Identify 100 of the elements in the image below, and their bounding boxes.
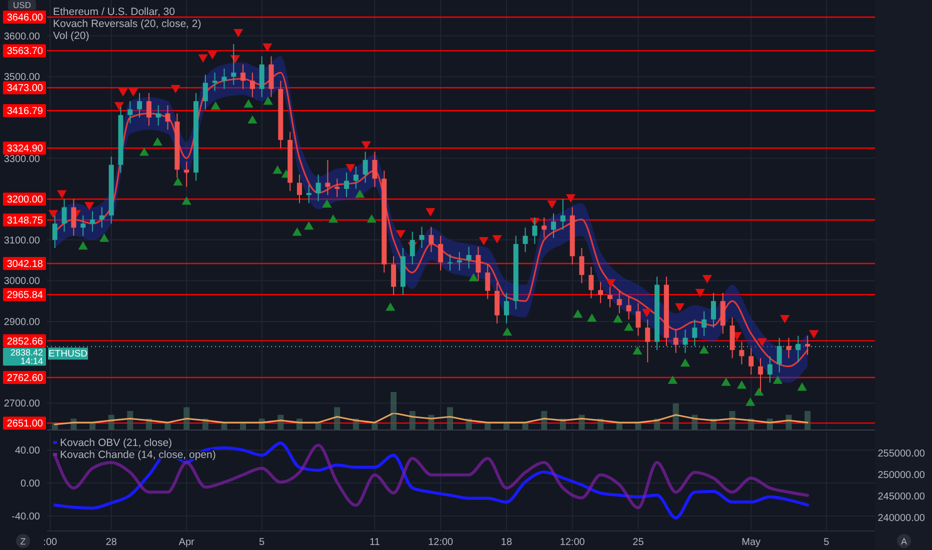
candlestick bbox=[532, 216, 538, 244]
candlestick bbox=[62, 198, 67, 232]
candlestick bbox=[466, 246, 472, 269]
candlestick bbox=[645, 318, 650, 363]
x-tick-label: Apr bbox=[178, 537, 196, 548]
candlestick bbox=[748, 348, 754, 376]
candlestick bbox=[391, 256, 396, 296]
candlestick bbox=[767, 356, 772, 384]
candlestick bbox=[476, 246, 481, 282]
annotation: Kovach Reversals (20, close, 2) bbox=[53, 18, 202, 30]
candlestick bbox=[710, 292, 716, 328]
text: Ethereum / U.S. Dollar, 30 bbox=[53, 6, 176, 18]
bar bbox=[672, 403, 679, 430]
x-tick-label: 28 bbox=[106, 537, 118, 548]
candlestick bbox=[372, 151, 378, 188]
candlestick bbox=[71, 198, 76, 236]
bar bbox=[804, 411, 811, 430]
candlestick bbox=[598, 281, 604, 304]
ref-line-label: 2651.00 bbox=[6, 418, 44, 430]
candlestick bbox=[362, 151, 368, 184]
ref-line-label: 2852.66 bbox=[6, 336, 44, 348]
y-tick-label: -40.00 bbox=[12, 512, 40, 522]
y2-tick-label: 240000.00 bbox=[878, 513, 926, 524]
bar bbox=[390, 392, 397, 430]
ref-line-label: 3042.18 bbox=[6, 258, 44, 270]
candlestick bbox=[588, 266, 594, 299]
x-tick-label: May bbox=[742, 537, 761, 548]
candlestick bbox=[805, 335, 810, 356]
y2-tick-label: 245000.00 bbox=[878, 492, 926, 503]
x-tick-label: 12:00 bbox=[428, 537, 454, 548]
ref-line-label: 2838.42 bbox=[10, 348, 43, 358]
candlestick bbox=[353, 166, 358, 190]
candlestick bbox=[52, 214, 58, 249]
candlestick bbox=[560, 198, 566, 230]
y2-tick-label: 250000.00 bbox=[878, 470, 926, 482]
candlestick bbox=[80, 214, 86, 236]
y-tick-label: 0.00 bbox=[20, 478, 40, 490]
candlestick bbox=[410, 231, 415, 265]
candlestick bbox=[692, 318, 698, 346]
y-tick-label: 2700.00 bbox=[4, 398, 40, 410]
candlestick bbox=[626, 296, 632, 320]
ref-line-label: 3563.70 bbox=[6, 46, 44, 58]
annotation: Vol (20) bbox=[53, 30, 90, 42]
candlestick bbox=[156, 104, 161, 126]
ref-line-label: 3148.75 bbox=[6, 216, 44, 226]
candlestick bbox=[504, 292, 509, 324]
candlestick bbox=[316, 174, 321, 202]
candlestick bbox=[325, 159, 330, 196]
candlestick bbox=[334, 178, 340, 198]
x-tick-label: 5 bbox=[824, 537, 830, 548]
candlestick bbox=[522, 227, 528, 253]
ref-line-label: 2965.84 bbox=[6, 290, 44, 302]
x-tick-label: 18 bbox=[500, 537, 512, 548]
candlestick bbox=[579, 248, 584, 284]
candlestick bbox=[607, 286, 612, 308]
ref-line-label: 3473.00 bbox=[6, 83, 44, 94]
candlestick bbox=[202, 74, 208, 110]
candlestick bbox=[419, 226, 424, 249]
candlestick bbox=[99, 206, 104, 228]
text: 14:14 bbox=[20, 356, 43, 366]
y-tick-label: 3100.00 bbox=[4, 235, 40, 246]
ref-line-label: 3646.00 bbox=[6, 12, 44, 24]
candlestick bbox=[250, 72, 255, 98]
y-tick-label: 3000.00 bbox=[4, 276, 40, 288]
x-tick-label: 5 bbox=[259, 537, 266, 548]
candlestick bbox=[448, 254, 453, 271]
candlestick bbox=[240, 64, 246, 90]
candlestick bbox=[542, 216, 547, 238]
ref-line-label: 3324.90 bbox=[6, 144, 44, 155]
candlestick bbox=[673, 329, 678, 354]
candlestick bbox=[231, 44, 236, 86]
ref-line-label: 3200.00 bbox=[6, 194, 44, 206]
x-tick-label: 12:00 bbox=[560, 537, 586, 548]
candlestick bbox=[165, 104, 170, 130]
candlestick bbox=[551, 212, 556, 238]
y-tick-label: 2900.00 bbox=[4, 316, 40, 328]
x-tick-label: 25 bbox=[632, 537, 644, 548]
y-tick-label: 3300.00 bbox=[4, 154, 40, 165]
candlestick bbox=[786, 337, 792, 359]
y-tick-label: 3600.00 bbox=[4, 31, 40, 42]
candlestick bbox=[212, 72, 218, 92]
x-tick-label: :00 bbox=[43, 537, 58, 548]
annotation: ETHUSD bbox=[48, 348, 88, 360]
candlestick bbox=[636, 302, 641, 336]
text: USD bbox=[13, 0, 31, 10]
candlestick bbox=[296, 174, 302, 204]
y-tick-label: 3500.00 bbox=[4, 72, 40, 84]
candlestick bbox=[758, 358, 764, 392]
ref-line-label: 3416.79 bbox=[6, 106, 44, 118]
candlestick bbox=[146, 92, 152, 126]
y2-tick-label: 255000.00 bbox=[878, 448, 926, 460]
ref-line-label: 2762.60 bbox=[6, 373, 44, 384]
candlestick bbox=[702, 310, 707, 336]
candlestick bbox=[222, 68, 227, 90]
legend-label: Kovach OBV (21, close) bbox=[60, 437, 172, 449]
candlestick bbox=[739, 341, 744, 365]
bar bbox=[447, 407, 454, 430]
candlestick bbox=[90, 210, 95, 232]
candlestick bbox=[616, 290, 622, 314]
y-tick-label: 40.00 bbox=[14, 446, 40, 457]
